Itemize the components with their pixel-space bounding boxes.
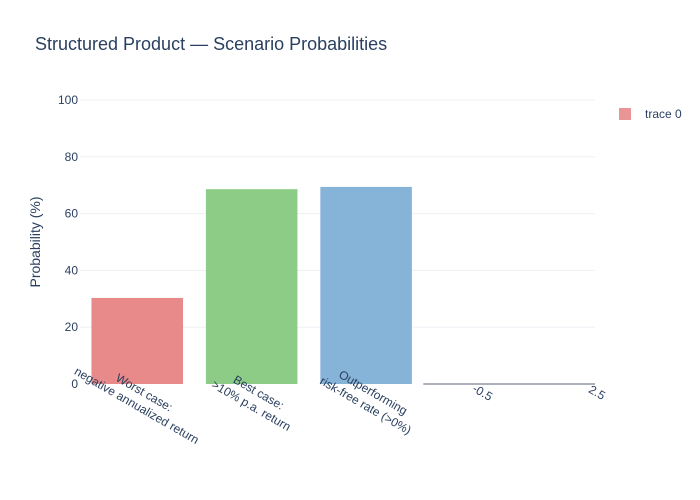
y-tick-label: 20 bbox=[65, 320, 79, 334]
y-tick-label: 40 bbox=[65, 263, 79, 277]
x-tick-label: 2.5 bbox=[586, 382, 608, 403]
chart-title: Structured Product — Scenario Probabilit… bbox=[35, 34, 387, 54]
y-tick-label: 100 bbox=[58, 93, 78, 107]
y-tick-label: 0 bbox=[71, 377, 78, 391]
x-tick-label: -0.5 bbox=[470, 381, 495, 404]
y-axis-title: Probability (%) bbox=[27, 196, 43, 287]
bar[interactable] bbox=[91, 297, 183, 384]
legend[interactable]: trace 0 bbox=[619, 107, 682, 121]
legend-item-label: trace 0 bbox=[645, 107, 682, 121]
y-tick-label: 80 bbox=[65, 150, 79, 164]
bar[interactable] bbox=[320, 186, 412, 384]
y-tick-labels: 0 20 40 60 80 100 bbox=[58, 93, 78, 391]
legend-swatch bbox=[619, 108, 631, 120]
bars bbox=[91, 186, 595, 385]
y-tick-label: 60 bbox=[65, 207, 79, 221]
bar[interactable] bbox=[205, 189, 298, 384]
